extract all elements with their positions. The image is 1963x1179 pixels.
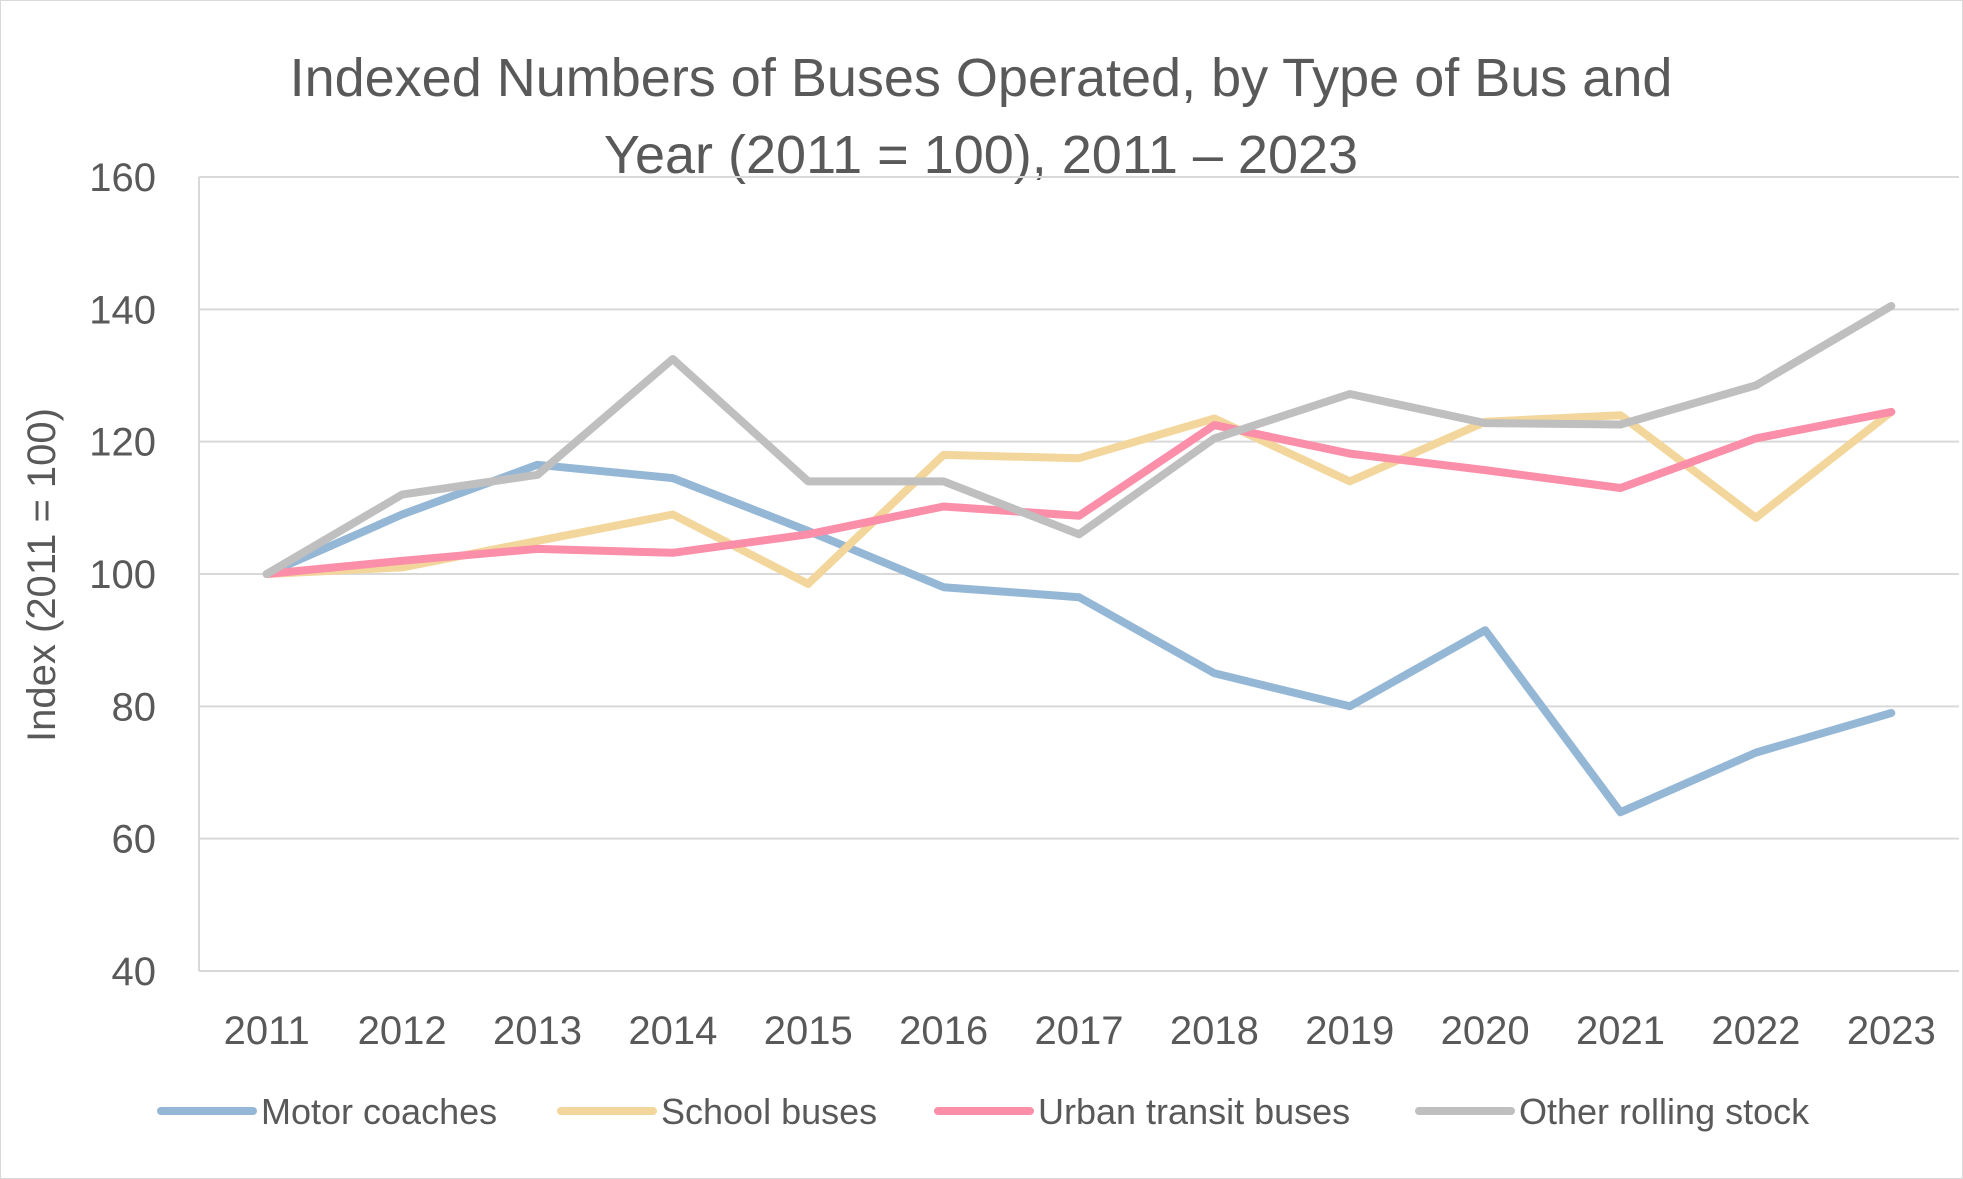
data-point [1890,411,1892,413]
x-tick-label: 2012 [358,1009,447,1053]
data-point [401,494,403,496]
x-tick-label: 2020 [1441,1009,1530,1053]
data-point [536,474,538,476]
x-tick-label: 2022 [1711,1009,1800,1053]
data-point [1890,305,1892,307]
x-tick-label: 2013 [493,1009,582,1053]
data-point [1755,384,1757,386]
data-point [672,513,674,515]
data-point [1890,712,1892,714]
grid-layer [199,176,1959,840]
data-point [943,454,945,456]
legend-label: Other rolling stock [1519,1091,1810,1132]
data-point [1078,596,1080,598]
y-tick-label: 60 [112,818,157,862]
data-point [1078,533,1080,535]
data-point [401,560,403,562]
data-point [943,480,945,482]
legend: Motor coaches School buses Urban transit b… [157,1091,1810,1132]
x-tick-label: 2011 [224,1009,310,1053]
x-tick-label: 2023 [1847,1009,1936,1053]
data-point [1349,393,1351,395]
data-point [266,573,268,575]
data-point [1213,418,1215,420]
chart-title-line-2: Year (2011 = 100), 2011 – 2023 [604,125,1358,185]
data-point [1349,480,1351,482]
data-point [943,506,945,508]
data-point [536,548,538,550]
y-tick-label: 140 [89,288,156,332]
data-point [1620,811,1622,813]
data-point [1620,487,1622,489]
x-tick-label: 2017 [1035,1009,1124,1053]
data-point [1755,517,1757,519]
data-point [401,566,403,568]
legend-label: Urban transit buses [1038,1091,1350,1132]
x-tick-label: 2018 [1170,1009,1259,1053]
data-point [1349,705,1351,707]
data-point [1078,515,1080,517]
data-point [1484,422,1486,424]
axis-layer: 40 60 80 100 120 140 160 2011 2012 2013 2014 2015 20… [89,156,1959,1053]
data-point [1349,453,1351,455]
y-tick-label: 120 [89,421,156,465]
legend-label: Motor coaches [261,1091,497,1132]
legend-label: School buses [661,1091,877,1132]
data-point [1484,469,1486,471]
data-point [1213,424,1215,426]
data-point [672,477,674,479]
data-point [1755,752,1757,754]
data-point [1755,437,1757,439]
data-point [1213,437,1215,439]
x-tick-label: 2016 [899,1009,988,1053]
data-point [807,533,809,535]
y-tick-label: 80 [112,685,157,729]
data-point [807,480,809,482]
data-point [401,513,403,515]
y-tick-label: 160 [89,156,156,200]
y-tick-label: 100 [89,553,156,597]
data-point [1620,423,1622,425]
y-tick-label: 40 [112,950,157,994]
x-tick-label: 2019 [1305,1009,1394,1053]
data-point [1620,414,1622,416]
data-point [536,464,538,466]
data-point [807,583,809,585]
series-layer [262,302,1896,817]
data-point [536,540,538,542]
data-point [672,552,674,554]
data-point [1484,629,1486,631]
x-tick-label: 2015 [764,1009,853,1053]
x-tick-label: 2021 [1576,1009,1665,1053]
data-point [1078,457,1080,459]
chart-title-line-1: Indexed Numbers of Buses Operated, by Ty… [290,48,1673,108]
data-point [672,358,674,360]
data-point [1213,672,1215,674]
series-line-school-buses [262,407,1896,588]
y-axis-label: Index (2011 = 100) [20,408,64,742]
data-point [943,586,945,588]
x-tick-label: 2014 [628,1009,717,1053]
